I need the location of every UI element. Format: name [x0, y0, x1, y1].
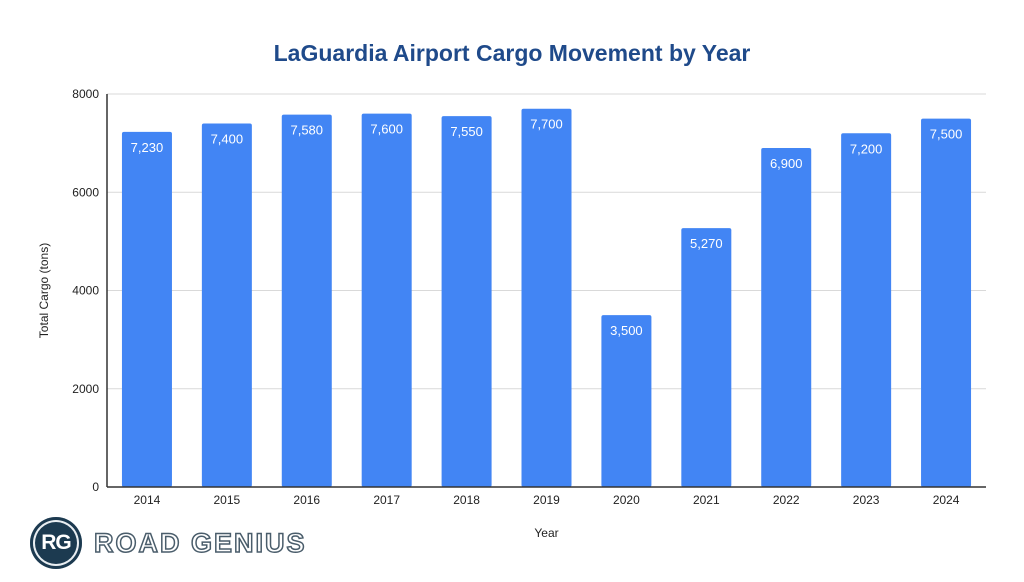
x-tick-label: 2018	[453, 493, 480, 507]
y-axis-title: Total Cargo (tons)	[37, 243, 51, 338]
bar-2022	[761, 148, 812, 487]
x-tick-label: 2015	[214, 493, 241, 507]
logo-badge-icon: RG	[30, 517, 82, 569]
bar-2023	[841, 133, 892, 488]
road-genius-logo: RG ROAD GENIUS	[30, 517, 307, 569]
y-tick-label: 0	[92, 480, 99, 494]
data-label: 7,700	[530, 117, 563, 132]
x-tick-label: 2014	[134, 493, 161, 507]
x-tick-label: 2021	[693, 493, 720, 507]
y-tick-label: 2000	[72, 382, 99, 396]
data-label: 7,580	[290, 123, 323, 138]
data-label: 6,900	[770, 156, 803, 171]
x-tick-label: 2020	[613, 493, 640, 507]
data-label: 3,500	[610, 323, 643, 338]
bar-2024	[921, 118, 972, 487]
x-tick-label: 2022	[773, 493, 800, 507]
logo-initials: RG	[41, 531, 71, 554]
bar-2014	[121, 131, 172, 488]
logo-name: ROAD GENIUS	[93, 527, 307, 559]
data-label: 7,230	[131, 140, 164, 155]
bar-2015	[201, 123, 252, 487]
data-label: 5,270	[690, 236, 723, 251]
data-label: 7,400	[211, 131, 244, 146]
x-tick-label: 2024	[933, 493, 960, 507]
y-tick-label: 4000	[72, 284, 99, 298]
x-axis-title: Year	[534, 526, 558, 540]
data-label: 7,600	[370, 122, 403, 137]
data-label: 7,200	[850, 141, 883, 156]
data-label: 7,550	[450, 124, 483, 139]
bar-2019	[521, 108, 572, 488]
x-tick-label: 2019	[533, 493, 560, 507]
y-tick-label: 8000	[72, 87, 99, 101]
x-tick-label: 2023	[853, 493, 880, 507]
bar-2018	[441, 116, 492, 487]
bar-2021	[681, 228, 732, 487]
data-label: 7,500	[930, 127, 963, 142]
bar-2017	[361, 113, 412, 488]
bar-2020	[601, 315, 652, 487]
chart-title: LaGuardia Airport Cargo Movement by Year	[273, 40, 751, 66]
bar-2016	[281, 114, 332, 487]
x-tick-label: 2016	[293, 493, 320, 507]
y-tick-label: 6000	[72, 185, 99, 199]
x-tick-label: 2017	[373, 493, 400, 507]
